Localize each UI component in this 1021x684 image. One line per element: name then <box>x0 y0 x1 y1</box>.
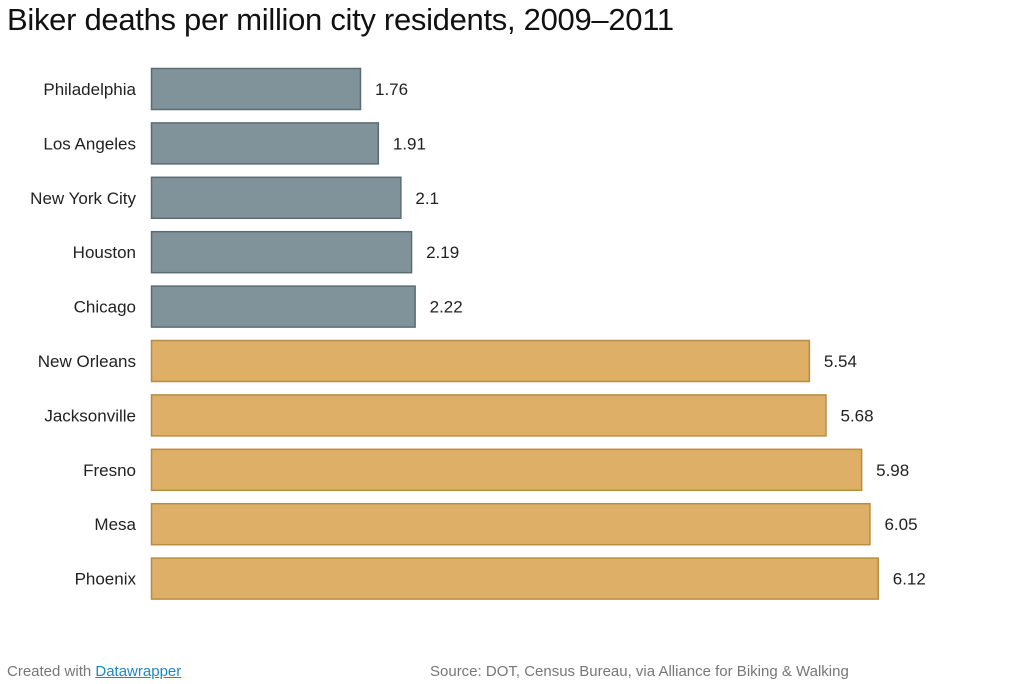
value-label: 6.05 <box>884 515 917 534</box>
value-label: 1.91 <box>393 134 426 153</box>
bar-los-angeles <box>150 122 380 165</box>
category-label: New York City <box>30 189 136 208</box>
bar-chicago <box>150 285 416 328</box>
category-label: Chicago <box>74 298 136 317</box>
source-note: Source: DOT, Census Bureau, via Alliance… <box>430 663 849 680</box>
bars-layer: Philadelphia 1.76 Los Angeles 1.91 New York … <box>30 67 926 600</box>
bar-new-york-city <box>150 176 402 220</box>
category-label: Houston <box>73 243 136 262</box>
bar-chart: Philadelphia 1.76 Los Angeles 1.91 New York … <box>30 67 926 600</box>
category-label: Jacksonville <box>44 406 136 425</box>
value-label: 2.1 <box>415 189 439 208</box>
value-label: 2.22 <box>430 298 463 317</box>
category-label: Fresno <box>83 461 136 480</box>
value-label: 5.98 <box>876 461 909 480</box>
category-label: Philadelphia <box>43 80 136 99</box>
bar-new-orleans <box>150 339 811 383</box>
bar-phoenix <box>150 557 879 600</box>
value-label: 5.68 <box>841 406 874 425</box>
category-label: Mesa <box>94 515 136 534</box>
bar-jacksonville <box>150 394 827 437</box>
category-label: Los Angeles <box>43 134 136 153</box>
bar-houston <box>150 230 413 274</box>
bar-mesa <box>150 502 871 546</box>
category-label: Phoenix <box>75 570 137 589</box>
bar-fresno <box>150 448 863 492</box>
value-label: 6.12 <box>893 570 926 589</box>
value-label: 2.19 <box>426 243 459 262</box>
credit: Created with Datawrapper <box>7 663 181 680</box>
value-label: 1.76 <box>375 80 408 99</box>
credit-text: Created with <box>7 663 96 680</box>
category-label: New Orleans <box>38 352 136 371</box>
value-label: 5.54 <box>824 352 857 371</box>
chart-title: Biker deaths per million city residents,… <box>7 2 674 37</box>
bar-philadelphia <box>150 67 362 111</box>
datawrapper-link[interactable]: Datawrapper <box>95 663 182 680</box>
